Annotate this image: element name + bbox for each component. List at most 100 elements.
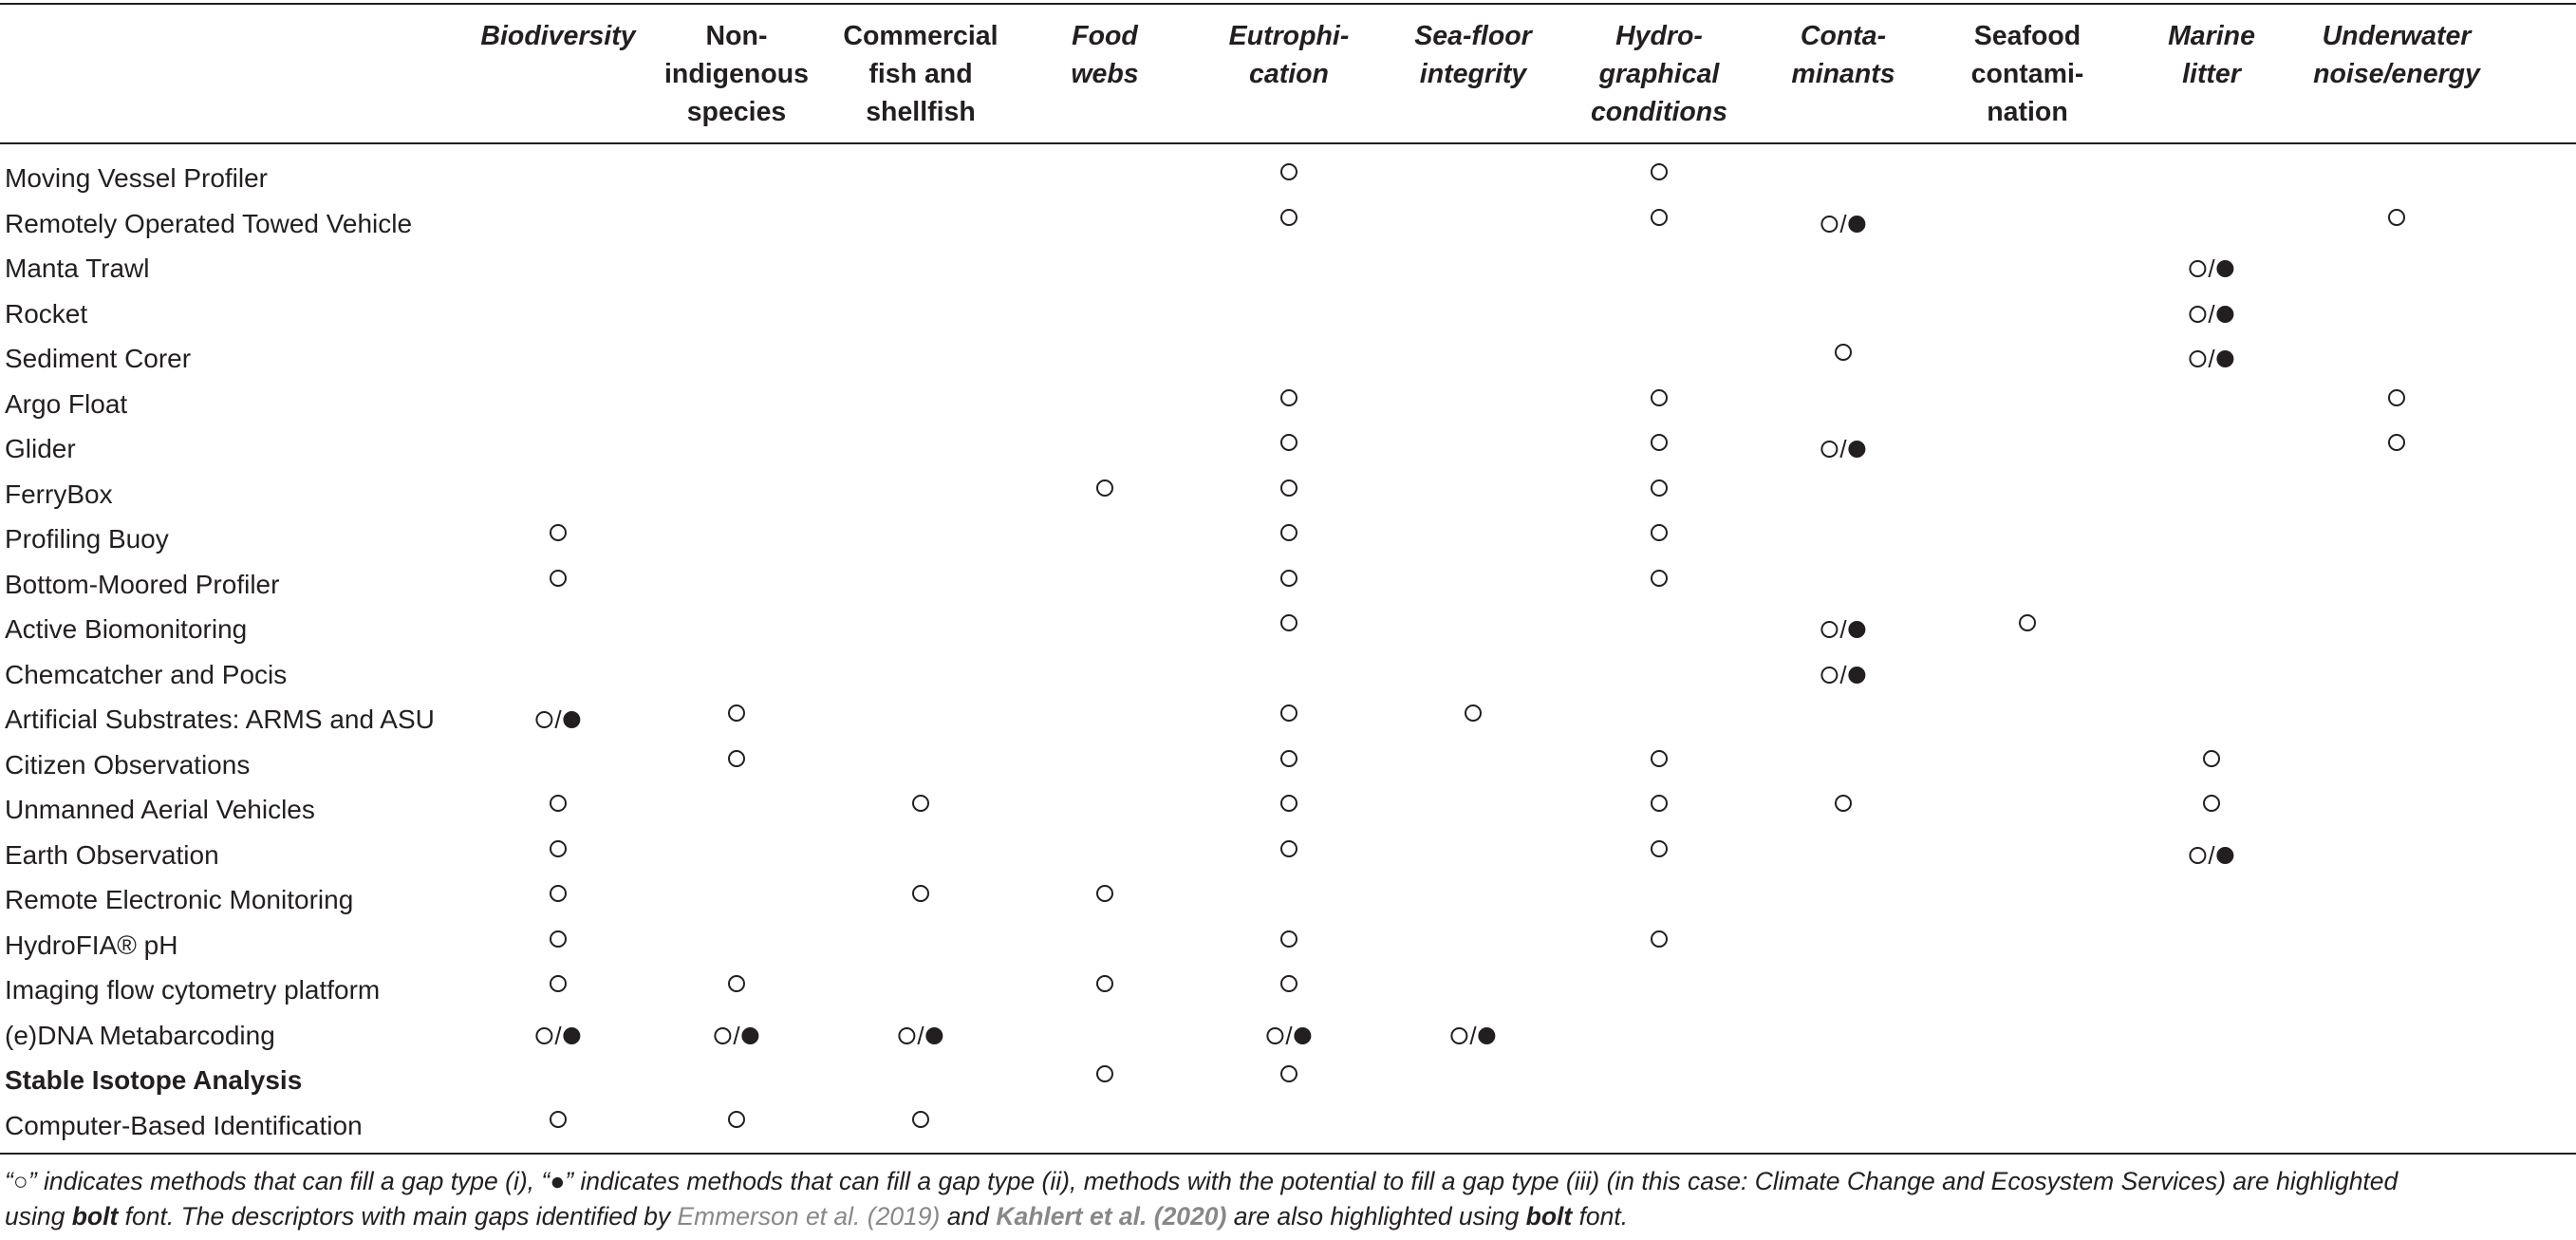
column-header-line: fish and <box>868 59 973 89</box>
table-cell-mark <box>1280 749 1297 767</box>
table-cell-mark <box>1280 930 1297 948</box>
open-circle-icon <box>1651 930 1668 948</box>
open-circle-icon <box>1835 344 1852 361</box>
column-header-line: Underwater <box>2322 21 2472 51</box>
column-header-line: species <box>686 97 787 127</box>
open-circle-icon <box>1820 666 1839 684</box>
row-label: Citizen Observations <box>5 749 251 780</box>
slash-separator: / <box>733 1021 740 1050</box>
open-circle-icon <box>1651 163 1668 180</box>
table-cell-mark: / <box>2189 299 2234 329</box>
open-circle-icon <box>912 795 929 812</box>
filled-circle-icon <box>1848 441 1866 458</box>
row-label: Argo Float <box>5 388 128 419</box>
table-cell-mark <box>1096 975 1113 992</box>
open-circle-icon <box>1651 479 1668 497</box>
open-circle-icon <box>2189 305 2207 323</box>
footnote-bold-word-1: bolt <box>71 1202 119 1231</box>
table-cell-mark <box>728 1110 745 1128</box>
row-label: Imaging flow cytometry platform <box>5 975 381 1005</box>
table-cell-mark: / <box>1450 1021 1496 1051</box>
slash-separator: / <box>1285 1021 1293 1050</box>
open-circle-icon <box>550 795 567 812</box>
row-label: Profiling Buoy <box>5 524 169 554</box>
table-cell-mark <box>1280 434 1297 451</box>
open-circle-icon <box>1280 434 1297 451</box>
open-circle-icon <box>2203 749 2220 767</box>
column-header-line: Marine <box>2168 21 2255 51</box>
column-header-line: noise/energy <box>2313 59 2480 89</box>
column-header-line: webs <box>1071 59 1139 89</box>
table-cell-mark <box>550 839 567 857</box>
column-header-line: Hydro- <box>1615 21 1703 51</box>
open-circle-icon <box>1651 524 1668 541</box>
footnote-line-1: “○” indicates methods that can fill a ga… <box>5 1164 2567 1199</box>
open-circle-icon <box>550 569 567 587</box>
footnote-reference-kahlert[interactable]: Kahlert et al. (2020) <box>996 1202 1227 1231</box>
row-label: Earth Observation <box>5 839 219 870</box>
slash-separator: / <box>2208 840 2215 870</box>
open-circle-icon <box>1280 795 1297 812</box>
table-cell-mark <box>1651 930 1668 948</box>
table-cell-mark <box>1280 839 1297 857</box>
column-header: Seafood contami-nation <box>1937 17 2118 131</box>
table-cell-mark <box>1651 749 1668 767</box>
column-header-line: minants <box>1791 59 1895 89</box>
open-circle-icon <box>550 930 567 948</box>
table-cell-mark <box>912 1110 929 1128</box>
open-circle-icon <box>1280 569 1297 587</box>
open-circle-icon <box>550 839 567 857</box>
open-circle-icon <box>2189 350 2207 367</box>
open-circle-icon <box>1651 434 1668 451</box>
open-circle-icon <box>2388 434 2405 451</box>
table-cell-mark <box>1280 388 1297 406</box>
open-circle-icon <box>1096 975 1113 992</box>
column-header: Non-indigenous species <box>656 17 817 131</box>
open-circle-icon <box>2189 846 2207 864</box>
column-header-line: cation <box>1249 59 1329 89</box>
filled-circle-icon <box>1848 621 1866 638</box>
table-cell-mark <box>1651 388 1668 406</box>
open-circle-icon <box>728 1110 745 1128</box>
table-cell-mark <box>1651 524 1668 541</box>
footnote-text-2a: using <box>5 1202 72 1231</box>
open-circle-icon <box>912 1110 929 1128</box>
open-circle-icon <box>1280 388 1297 406</box>
slash-separator: / <box>554 705 562 734</box>
open-circle-icon <box>1280 524 1297 541</box>
table-cell-mark: / <box>2189 344 2234 374</box>
column-header-line: contami- <box>1970 59 2084 89</box>
row-label: Remote Electronic Monitoring <box>5 885 354 914</box>
table-cell-mark <box>1651 163 1668 180</box>
column-header-line: graphical <box>1598 59 1720 89</box>
table-cell-mark <box>550 795 567 812</box>
row-label: Active Biomonitoring <box>5 614 248 644</box>
table-cell-mark: / <box>535 1021 581 1051</box>
row-label: Artificial Substrates: ARMS and ASU <box>5 705 435 734</box>
slash-separator: / <box>1839 615 1847 644</box>
footnote-reference-emmerson[interactable]: Emmerson et al. (2019) <box>677 1202 941 1231</box>
filled-circle-icon <box>2216 305 2234 323</box>
table-footnote: “○” indicates methods that can fill a ga… <box>5 1164 2567 1234</box>
table-cell-mark <box>2203 795 2220 812</box>
table-cell-mark <box>550 930 567 948</box>
table-cell-mark <box>1280 1065 1297 1082</box>
table-cell-mark <box>1280 479 1297 497</box>
open-circle-icon <box>1820 215 1839 233</box>
open-circle-icon <box>550 1110 567 1128</box>
row-label: FerryBox <box>5 479 113 509</box>
table-cell-mark <box>1096 479 1113 497</box>
table-cell-mark <box>1835 795 1852 812</box>
column-header: Food webs <box>1034 17 1176 93</box>
table-cell-mark <box>728 975 745 992</box>
open-circle-icon <box>1096 1065 1113 1082</box>
open-circle-icon <box>1280 705 1297 722</box>
column-header-line: Eutrophi- <box>1228 21 1350 51</box>
footnote-bold-word-2: bolt <box>1525 1202 1573 1231</box>
open-circle-icon <box>1280 479 1297 497</box>
table-cell-mark <box>1835 344 1852 361</box>
row-label: Glider <box>5 434 76 463</box>
column-header-line: Food <box>1072 21 1138 51</box>
open-circle-icon <box>550 975 567 992</box>
table-cell-mark: / <box>2189 840 2234 871</box>
